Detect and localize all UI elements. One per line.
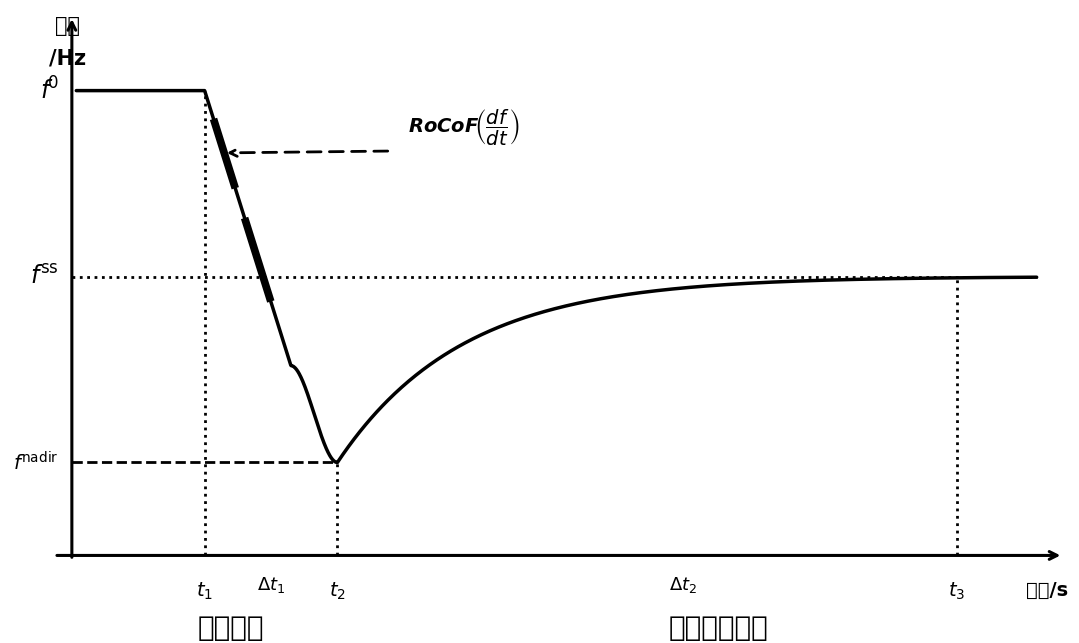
Text: $f^{\rm ss}$: $f^{\rm ss}$ <box>30 264 58 289</box>
Text: $f^{\!0}$: $f^{\!0}$ <box>40 77 58 104</box>
Text: $t_3$: $t_3$ <box>948 581 966 602</box>
Text: $t_1$: $t_1$ <box>196 581 214 602</box>
Text: $\Delta t_2$: $\Delta t_2$ <box>669 575 697 595</box>
Text: $t_2$: $t_2$ <box>329 581 346 602</box>
Text: /Hz: /Hz <box>49 49 86 69</box>
Text: 频率: 频率 <box>55 16 80 36</box>
Text: 时间/s: 时间/s <box>1025 581 1067 600</box>
Text: 一次频率响应: 一次频率响应 <box>668 613 768 642</box>
Text: 慣性响应: 慣性响应 <box>197 613 264 642</box>
Text: $\Delta t_1$: $\Delta t_1$ <box>257 575 285 595</box>
Text: $f^{\rm nadir}$: $f^{\rm nadir}$ <box>13 451 58 474</box>
Text: $\boldsymbol{RoCoF}\!\left(\dfrac{df}{dt}\right)$: $\boldsymbol{RoCoF}\!\left(\dfrac{df}{dt… <box>408 108 520 148</box>
